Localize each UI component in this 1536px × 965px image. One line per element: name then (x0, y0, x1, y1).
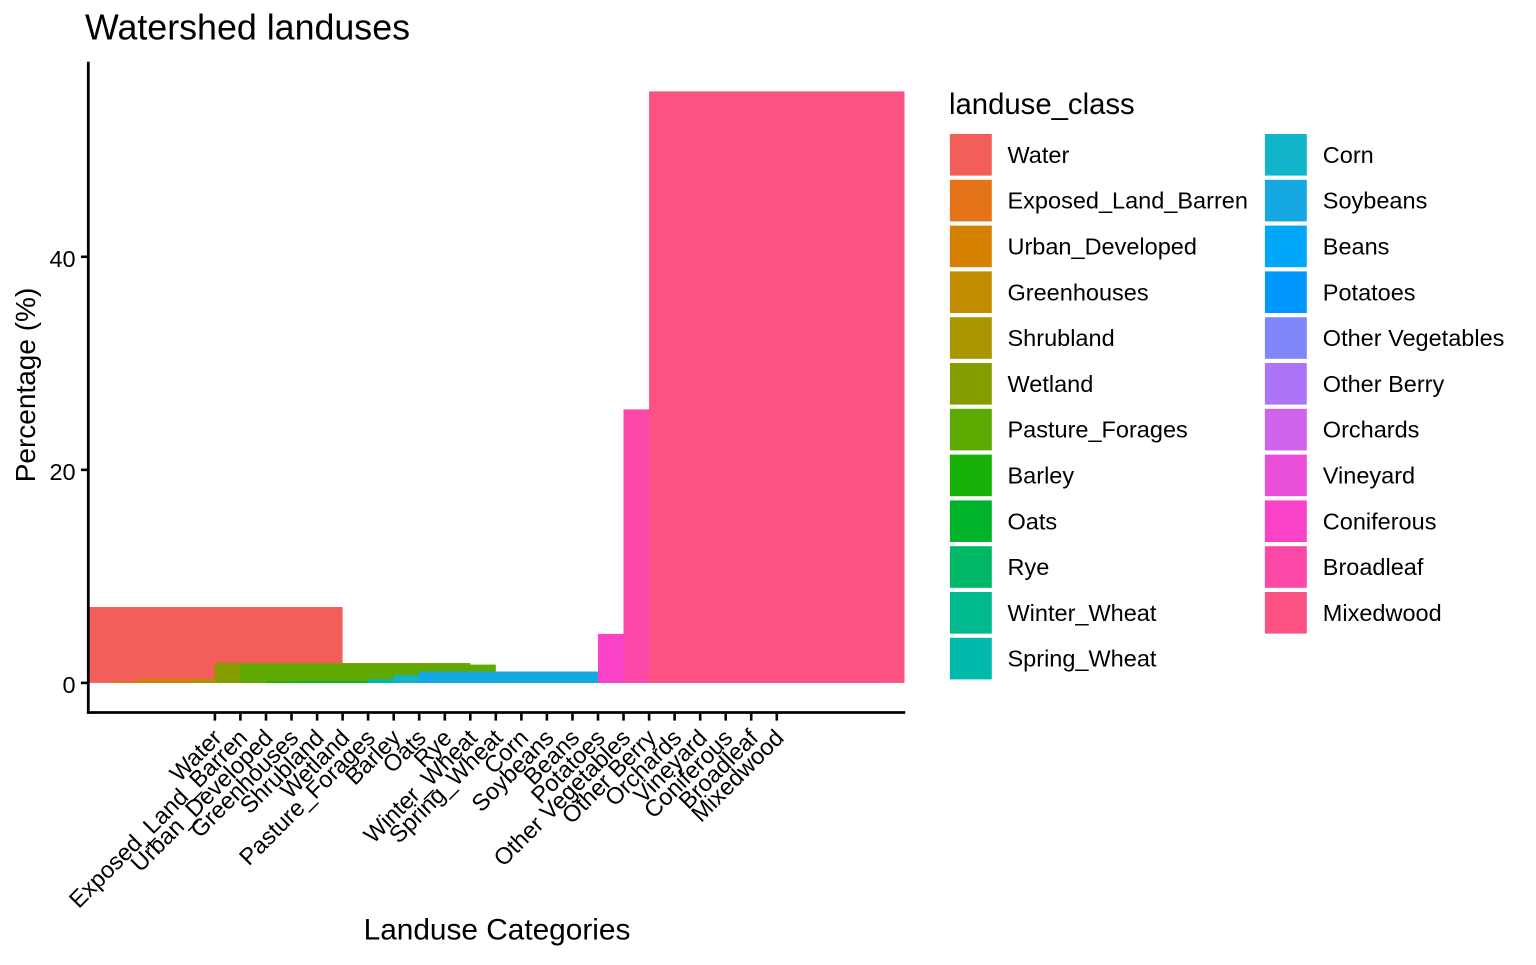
svg-text:Greenhouses: Greenhouses (1008, 279, 1149, 305)
svg-text:Percentage (%): Percentage (%) (10, 288, 41, 483)
svg-text:Spring_Wheat: Spring_Wheat (1008, 646, 1157, 672)
svg-text:Broadleaf: Broadleaf (1323, 554, 1424, 580)
svg-text:20: 20 (49, 459, 75, 485)
svg-text:Potatoes: Potatoes (1323, 279, 1416, 305)
svg-text:Other Vegetables: Other Vegetables (1323, 325, 1505, 351)
svg-text:Coniferous: Coniferous (1323, 508, 1437, 534)
svg-text:Orchards: Orchards (1323, 417, 1420, 443)
svg-text:Pasture_Forages: Pasture_Forages (1008, 417, 1188, 443)
svg-text:Other Berry: Other Berry (1323, 371, 1445, 397)
svg-text:40: 40 (49, 246, 75, 272)
svg-text:Corn: Corn (1323, 142, 1374, 168)
svg-text:Shrubland: Shrubland (1008, 325, 1115, 351)
svg-text:Mixedwood: Mixedwood (1323, 600, 1442, 626)
svg-text:Landuse Categories: Landuse Categories (364, 914, 631, 947)
svg-text:Beans: Beans (1323, 234, 1390, 260)
svg-text:landuse_class: landuse_class (949, 88, 1135, 121)
svg-text:Winter_Wheat: Winter_Wheat (1008, 600, 1157, 626)
svg-text:Urban_Developed: Urban_Developed (1008, 234, 1197, 260)
svg-text:Rye: Rye (1008, 554, 1050, 580)
svg-text:Wetland: Wetland (1008, 371, 1094, 397)
svg-text:Exposed_Land_Barren: Exposed_Land_Barren (1008, 188, 1248, 214)
svg-text:Watershed landuses: Watershed landuses (85, 8, 410, 48)
svg-text:Barley: Barley (1008, 463, 1075, 489)
svg-text:0: 0 (63, 672, 76, 698)
svg-text:Soybeans: Soybeans (1323, 188, 1428, 214)
svg-text:Water: Water (1008, 142, 1070, 168)
svg-text:Vineyard: Vineyard (1323, 463, 1415, 489)
svg-text:Oats: Oats (1008, 508, 1058, 534)
